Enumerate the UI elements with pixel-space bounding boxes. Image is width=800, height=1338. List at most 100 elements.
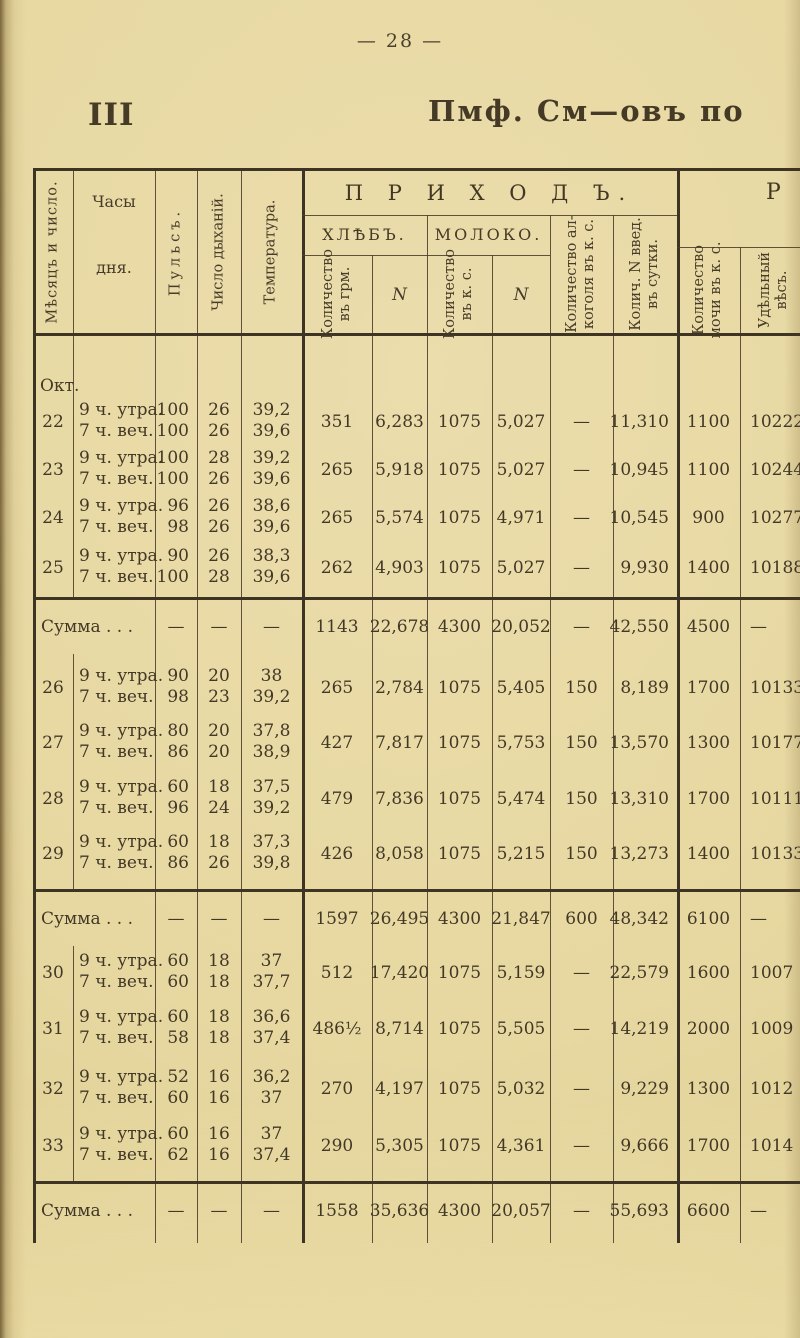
vertical-label-line: вѣсъ.	[774, 270, 790, 310]
cell-temperature: 38 39,2	[241, 666, 302, 710]
cell-bread-n: 5,305	[372, 1124, 427, 1168]
cell-milk-qty: 1075	[427, 400, 492, 444]
cell-n-per-day-value: 9,930	[620, 558, 669, 578]
cell-time-line: 9 ч. утра.	[79, 496, 164, 516]
vertical-label-line: коголя въ к. с.	[581, 218, 597, 330]
table-row: 24 9 ч. утра. 7 ч. веч. 96 98 26 26 38,6 39,6 265…	[33, 496, 800, 540]
cell-date-value: 31	[42, 1019, 64, 1039]
grid-line-vertical	[302, 168, 305, 1243]
cell-time-line: 9 ч. утра.	[79, 832, 164, 852]
cell-milk-qty: 1075	[427, 721, 492, 765]
cell-milk-qty-value: 1075	[437, 963, 482, 983]
cell-time-line: 7 ч. веч.	[79, 1028, 154, 1048]
table-row: 30 9 ч. утра. 7 ч. веч. 60 60 18 18 37 37,7 512 17…	[33, 951, 800, 995]
cell-alcohol: —	[550, 496, 613, 540]
cell-time: 9 ч. утра. 7 ч. веч.	[73, 666, 163, 710]
cell-pulse-line: 86	[167, 742, 189, 762]
cell-bread-qty-value: 426	[320, 844, 354, 864]
cell-urine-qty: 1100	[677, 448, 740, 492]
col-header-hours-line2: дня.	[96, 258, 132, 277]
cell-urine-qty: 1300	[677, 1067, 740, 1111]
cell-pulse-line: 96	[167, 798, 189, 818]
col-header-breaths: Число дыханій.	[210, 193, 227, 311]
cell-n-per-day-value: 14,219	[609, 1019, 669, 1039]
cell-breaths: 18 24	[197, 777, 241, 821]
cell-n-per-day: 13,310	[609, 777, 677, 821]
cell-n-per-day: 9,666	[613, 1124, 677, 1168]
cell-time-line: 7 ч. веч.	[79, 469, 154, 489]
cell-pulse-line: 52	[167, 1067, 189, 1087]
sum-label: Сумма . . .	[41, 617, 134, 637]
cell-n-per-day-value: 13,310	[609, 789, 669, 809]
col-header-milk-qty: Количество въ к. с.	[442, 249, 476, 339]
cell-date: 27	[33, 721, 73, 765]
cell-date: 28	[33, 777, 73, 821]
cell-pulse-line: 100	[156, 469, 189, 489]
cell-temperature-line: 39,2	[252, 798, 291, 818]
cell-breaths: —	[197, 892, 241, 946]
cell-bread-qty-value: 265	[320, 460, 354, 480]
cell-time: 9 ч. утра. 7 ч. веч.	[73, 448, 163, 492]
cell-pulse-line: 62	[167, 1145, 189, 1165]
cell-bread-qty: 290	[302, 1124, 372, 1168]
cell-bread-qty: 351	[302, 400, 372, 444]
cell-breaths: —	[197, 1184, 241, 1238]
cell-bread-qty-value: 290	[320, 1136, 354, 1156]
cell-n-per-day: 13,570	[610, 721, 677, 765]
cell-date: 33	[33, 1124, 73, 1168]
cell-bread-qty: 265	[302, 448, 372, 492]
cell-alcohol: —	[550, 1184, 613, 1238]
cell-breaths-line: 16	[208, 1124, 230, 1144]
cell-time-line: 9 ч. утра.	[79, 1067, 164, 1087]
cell-date-value: 29	[42, 844, 64, 864]
cell-temperature: —	[241, 600, 302, 654]
cell-date: 23	[33, 448, 73, 492]
table-row: 29 9 ч. утра. 7 ч. веч. 60 86 18 26 37,3 39,8 426…	[33, 832, 800, 876]
cell-bread-qty-value: 270	[320, 1079, 354, 1099]
cell-n-per-day-value: 9,666	[620, 1136, 669, 1156]
cell-temperature: 37,8 38,9	[241, 721, 302, 765]
cell-urine-qty: 1400	[677, 832, 740, 876]
cell-alcohol-value: —	[573, 1079, 590, 1099]
cell-temperature-line: 37,8	[252, 721, 291, 741]
sum-row: Сумма . . . — — — 1143 22,678 4300 20,052 — 42,55…	[33, 600, 800, 654]
cell-temperature-line: 37	[260, 1124, 283, 1144]
cell-urine-qty: 1400	[677, 546, 740, 590]
cell-milk-qty-value: 1075	[437, 1136, 482, 1156]
cell-bread-n-value: 8,714	[375, 1019, 424, 1039]
cell-temperature: 38,6 39,6	[241, 496, 302, 540]
cell-time-line: 9 ч. утра.	[79, 1007, 164, 1027]
cell-n-per-day: 9,229	[613, 1067, 677, 1111]
cell-milk-n: 5,027	[492, 448, 550, 492]
cell-breaths: 26 28	[197, 546, 241, 590]
cell-breaths-line: 20	[208, 721, 230, 741]
cell-breaths-line: 26	[208, 853, 230, 873]
cell-breaths: 20 20	[197, 721, 241, 765]
cell-urine-qty-value: 1300	[686, 733, 731, 753]
cell-urine-qty-value: 1600	[686, 963, 731, 983]
cell-bread-n-value: 7,817	[375, 733, 424, 753]
grid-line-horizontal	[33, 1181, 800, 1184]
cell-bread-n-value: 26,495	[369, 909, 430, 929]
cell-sp-gravity-value: 10277	[750, 508, 800, 528]
cell-alcohol-value: —	[573, 963, 590, 983]
cell-alcohol: —	[550, 1124, 613, 1168]
cell-n-per-day-value: 8,189	[620, 678, 669, 698]
grid-line-horizontal	[33, 333, 800, 336]
cell-pulse-line: 98	[167, 517, 189, 537]
cell-bread-n: 6,283	[372, 400, 427, 444]
table-row: 27 9 ч. утра. 7 ч. веч. 80 86 20 20 37,8 38,9 427…	[33, 721, 800, 765]
cell-bread-n: 7,836	[372, 777, 427, 821]
vertical-label-line: Количество	[320, 248, 336, 340]
cell-urine-qty: 2000	[677, 1007, 740, 1051]
cell-urine-qty-value: 1300	[686, 1079, 731, 1099]
cell-bread-qty-value: 486½	[312, 1019, 362, 1039]
cell-temperature-line: 39,2	[252, 400, 291, 420]
cell-alcohol-value: —	[573, 412, 590, 432]
cell-alcohol-value: 150	[565, 844, 598, 864]
cell-milk-n: 4,361	[492, 1124, 550, 1168]
cell-n-per-day: 55,693	[610, 1184, 677, 1238]
cell-temperature: 36,6 37,4	[241, 1007, 302, 1051]
cell-alcohol-value: 150	[565, 789, 598, 809]
cell-breaths-line: 28	[208, 448, 230, 468]
